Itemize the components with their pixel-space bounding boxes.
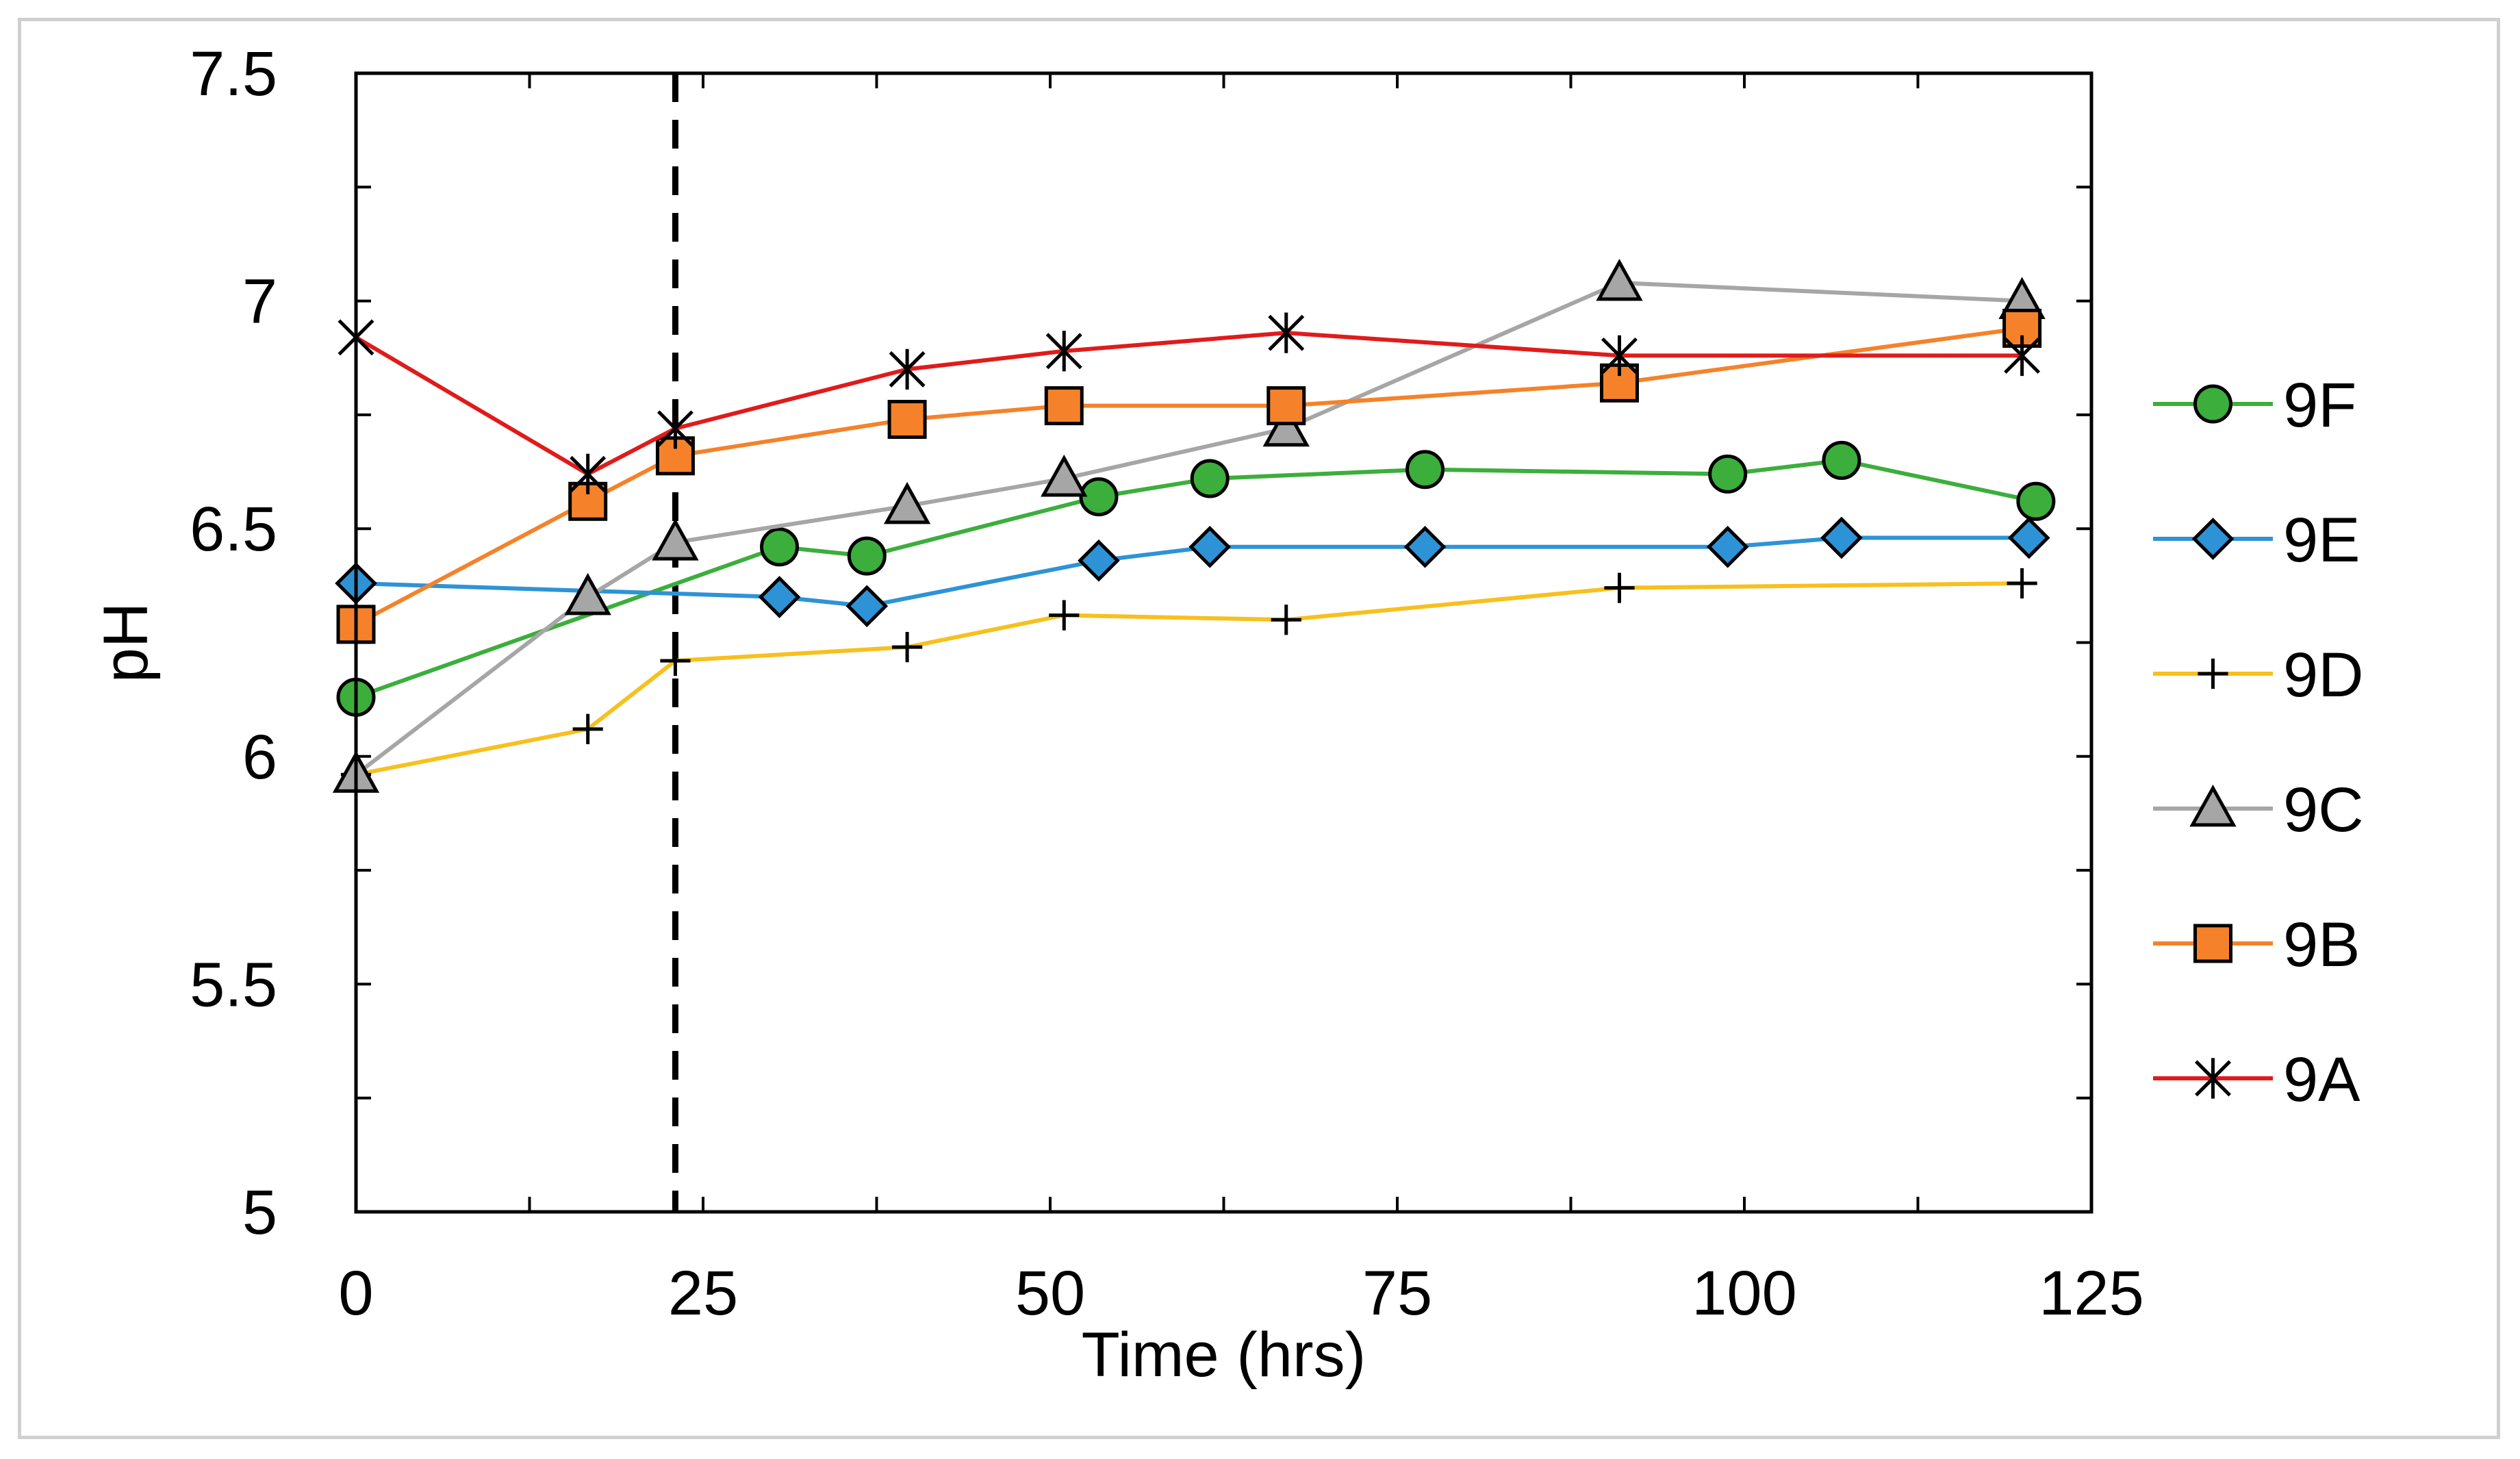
data-point	[570, 453, 607, 495]
series-line-9D	[355, 581, 2022, 777]
data-point	[892, 632, 923, 663]
data-point	[1601, 335, 1638, 377]
legend-label: 9F	[2283, 370, 2356, 440]
y-axis-title: pH	[91, 602, 161, 683]
series-line-9C	[355, 280, 2022, 776]
legend-label: 9C	[2283, 775, 2364, 845]
y-tick-label: 5	[242, 1178, 277, 1247]
x-tick-label: 25	[668, 1258, 738, 1328]
legend-entry-9E: 9E	[2153, 505, 2360, 575]
data-point	[1596, 258, 1643, 301]
legend-entry-9F: 9F	[2153, 370, 2356, 440]
axis-ticks	[355, 72, 2093, 1213]
data-point	[2195, 1058, 2231, 1099]
data-point	[2007, 568, 2037, 599]
series-group	[332, 258, 2056, 793]
data-point	[572, 713, 603, 744]
legend-label: 9B	[2283, 910, 2360, 980]
data-point	[1188, 525, 1232, 568]
x-tick-label: 100	[1692, 1258, 1797, 1328]
data-point	[2189, 784, 2237, 827]
series-9E	[335, 516, 2050, 628]
data-point	[1405, 450, 1445, 490]
x-tick-label: 125	[2039, 1258, 2144, 1328]
data-point	[2193, 924, 2232, 963]
legend-label: 9D	[2283, 640, 2364, 710]
data-point	[1041, 454, 1088, 497]
y-tick-label: 5.5	[190, 950, 277, 1019]
data-point	[1822, 440, 1861, 480]
x-tick-label: 75	[1362, 1258, 1432, 1328]
data-point	[2193, 384, 2232, 424]
data-point	[657, 408, 693, 449]
data-point	[1049, 600, 1080, 631]
data-point	[760, 527, 800, 567]
legend-entry-9C: 9C	[2153, 775, 2364, 845]
chart-frame	[18, 18, 2500, 1439]
x-axis-title: Time (hrs)	[1082, 1320, 1366, 1390]
data-point	[1079, 477, 1119, 517]
legend: 9F 9E 9D 9C 9B 9A	[2153, 370, 2364, 1115]
data-point	[1708, 454, 1748, 494]
data-point	[847, 536, 887, 576]
data-point	[1604, 572, 1635, 603]
data-point	[1268, 312, 1305, 353]
y-tick-label: 6.5	[190, 494, 277, 564]
data-point	[1078, 539, 1120, 582]
data-point	[2004, 335, 2041, 377]
data-point	[1190, 459, 1230, 498]
tick-labels: 0 25 50 75 100 125 5 5.5 6 6.5 7 7.5	[190, 39, 2144, 1328]
series-9C	[332, 258, 2046, 793]
data-point	[1271, 605, 1301, 635]
legend-label: 9A	[2283, 1045, 2360, 1115]
legend-entry-9B: 9B	[2153, 910, 2360, 980]
data-point	[2198, 658, 2228, 689]
y-tick-label: 6	[242, 722, 277, 792]
series-line-9F	[355, 458, 2037, 700]
data-point	[883, 481, 931, 524]
legend-entry-9A: 9A	[2153, 1045, 2360, 1115]
series-9A	[338, 312, 2041, 495]
legend-label: 9E	[2283, 505, 2360, 575]
series-line-9A	[355, 331, 2022, 477]
legend-entry-9D: 9D	[2153, 640, 2364, 710]
data-point	[652, 518, 699, 561]
x-tick-label: 50	[1015, 1258, 1085, 1328]
data-point	[889, 348, 926, 390]
data-point	[1267, 386, 1306, 426]
x-tick-label: 0	[338, 1258, 373, 1328]
data-point	[1262, 404, 1310, 447]
data-point	[2007, 516, 2050, 559]
data-point	[2002, 309, 2042, 348]
y-tick-label: 7.5	[190, 39, 277, 109]
data-point	[845, 585, 889, 628]
data-point	[1706, 525, 1749, 568]
data-point	[1403, 525, 1447, 568]
plot-area-border	[354, 71, 2093, 1214]
series-line-9B	[355, 326, 2023, 626]
data-point	[564, 572, 611, 616]
data-point	[1044, 386, 1084, 426]
data-point	[1045, 331, 1082, 372]
data-point	[660, 646, 691, 676]
y-tick-label: 7	[242, 267, 277, 337]
data-point	[758, 576, 801, 618]
data-point	[1820, 516, 1863, 559]
data-point	[887, 400, 927, 440]
data-point	[2191, 518, 2235, 560]
data-point	[2016, 481, 2056, 521]
